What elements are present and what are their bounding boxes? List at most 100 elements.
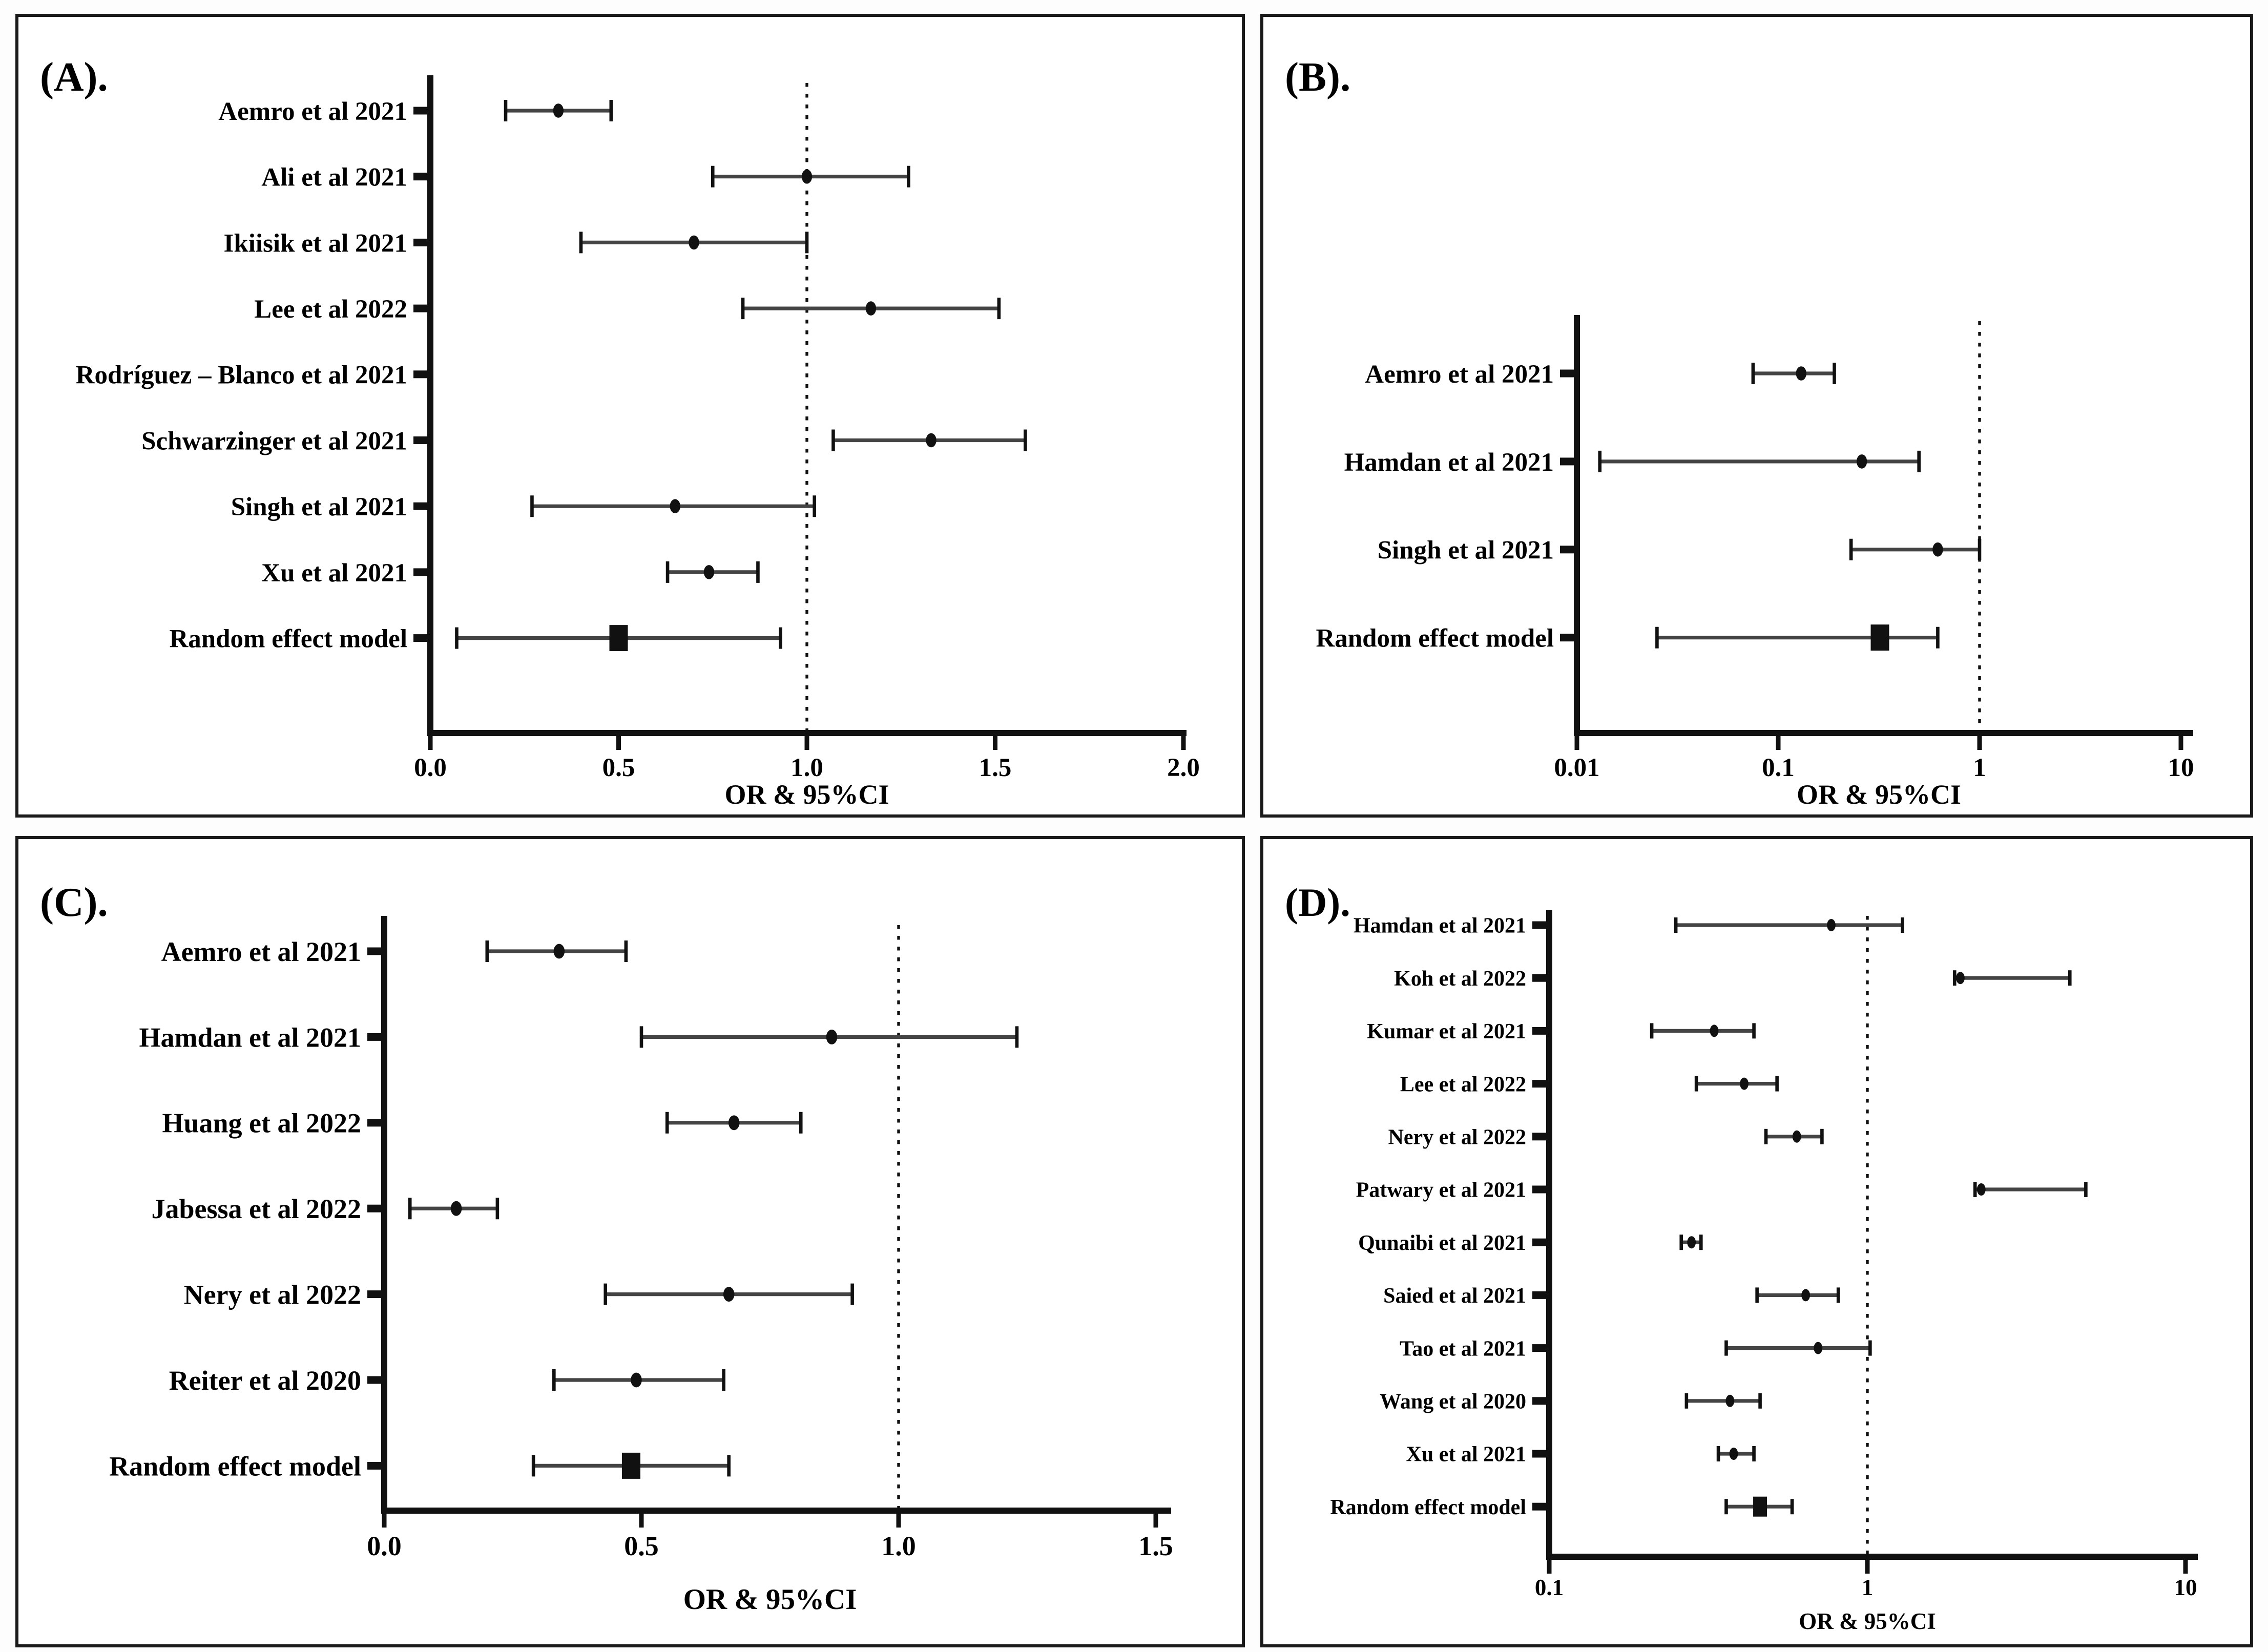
study-label: Ikiisik et al 2021 xyxy=(224,229,407,258)
study-label-tick xyxy=(413,568,430,576)
point-estimate-marker xyxy=(801,169,813,184)
point-estimate-marker xyxy=(1932,542,1943,557)
study-label-tick xyxy=(413,502,430,510)
study-label: Reiter et al 2020 xyxy=(169,1365,361,1396)
study-label: Koh et al 2022 xyxy=(1394,967,1526,991)
study-label: Lee et al 2022 xyxy=(254,295,407,324)
study-label-tick xyxy=(413,238,430,246)
point-estimate-marker xyxy=(1856,454,1867,469)
study-label-tick xyxy=(1560,457,1577,466)
study-label: Xu et al 2021 xyxy=(1406,1443,1527,1467)
point-estimate-marker xyxy=(631,1372,642,1388)
study-label-tick xyxy=(413,107,430,115)
study-label: Schwarzinger et al 2021 xyxy=(141,427,407,455)
study-label-tick xyxy=(367,947,384,955)
panel-b-forest-plot: (B). 0.01 0.1 1 10 OR & 95%CI Aemro et al 2021… xyxy=(1260,14,2253,818)
panel-title: (C). xyxy=(40,879,108,925)
x-axis-tick-label: 0.0 xyxy=(414,754,447,782)
study-label-tick xyxy=(413,173,430,181)
x-axis-tick-label: 1.5 xyxy=(1138,1531,1173,1561)
study-row: Hamdan et al 2021 xyxy=(139,1022,1019,1053)
point-estimate-marker xyxy=(670,499,680,513)
x-axis-tick-label: 1 xyxy=(1862,1575,1874,1600)
point-estimate-marker xyxy=(450,1201,462,1216)
point-estimate-marker xyxy=(1710,1024,1719,1037)
x-axis-title: OR & 95%CI xyxy=(1799,1608,1936,1634)
point-estimate-marker xyxy=(1729,1448,1738,1460)
study-label-tick xyxy=(1532,1027,1549,1035)
study-row: Tao et al 2021 xyxy=(1400,1337,1872,1361)
study-label-tick xyxy=(367,1119,384,1127)
study-row: Random effect model xyxy=(109,1451,731,1481)
point-estimate-marker xyxy=(1827,919,1836,931)
study-label: Random effect model xyxy=(169,624,407,653)
panel-d-forest-plot: (D). 0.1 1 10 OR & 95%CI Hamdan et al 2021 Koh… xyxy=(1260,836,2253,1647)
study-label: Random effect model xyxy=(1330,1496,1526,1519)
x-axis-tick-label: 0.01 xyxy=(1554,754,1599,782)
study-label-tick xyxy=(367,1033,384,1041)
panel-c-forest-plot: (C). 0.0 0.5 1.0 1.5 OR & 95%CI Aemro et al 20… xyxy=(15,836,1245,1647)
x-axis-tick-label: 0.5 xyxy=(602,754,635,782)
study-row: Qunaibi et al 2021 xyxy=(1358,1231,1703,1255)
study-label: Huang et al 2022 xyxy=(162,1108,361,1139)
point-estimate-marker xyxy=(689,235,699,250)
study-label: Rodríguez – Blanco et al 2021 xyxy=(76,361,407,390)
panel-title: (D). xyxy=(1285,880,1350,925)
study-label-tick xyxy=(413,370,430,379)
study-label-tick xyxy=(1532,1344,1549,1352)
study-row: Xu et al 2021 xyxy=(1406,1443,1756,1467)
study-label-tick xyxy=(367,1204,384,1212)
study-label: Singh et al 2021 xyxy=(1378,536,1554,565)
study-row: Saied et al 2021 xyxy=(1383,1284,1840,1308)
point-estimate-marker xyxy=(703,565,715,579)
study-label-tick xyxy=(367,1290,384,1299)
summary-square-marker xyxy=(1753,1496,1767,1517)
study-row: Kumar et al 2021 xyxy=(1367,1020,1756,1043)
study-label: Kumar et al 2021 xyxy=(1367,1020,1526,1043)
study-label: Aemro et al 2021 xyxy=(218,97,407,126)
study-row: Singh et al 2021 xyxy=(1378,536,1982,565)
study-row: Random effect model xyxy=(1316,624,1940,653)
study-row: Hamdan et al 2021 xyxy=(1344,448,1921,477)
study-row: Lee et al 2022 xyxy=(254,295,1001,324)
point-estimate-marker xyxy=(826,1030,838,1044)
point-estimate-marker xyxy=(1725,1394,1735,1407)
study-label: Hamdan et al 2021 xyxy=(1344,448,1554,477)
study-row: Random effect model xyxy=(169,624,782,653)
study-row: Schwarzinger et al 2021 xyxy=(141,427,1027,455)
study-label-tick xyxy=(1532,1291,1549,1299)
study-label: Aemro et al 2021 xyxy=(161,936,361,967)
study-row: Hamdan et al 2021 xyxy=(1354,914,1904,938)
study-label-tick xyxy=(1532,1185,1549,1194)
x-axis-tick-label: 0.0 xyxy=(367,1531,402,1561)
study-row: Random effect model xyxy=(1330,1496,1794,1519)
study-label: Patwary et al 2021 xyxy=(1356,1179,1526,1202)
panel-c: (C). 0.0 0.5 1.0 1.5 OR & 95%CI Aemro et al 20… xyxy=(15,836,1245,1647)
point-estimate-marker xyxy=(553,944,565,959)
panel-b: (B). 0.01 0.1 1 10 OR & 95%CI Aemro et al 2021… xyxy=(1260,14,2253,818)
study-row: Singh et al 2021 xyxy=(231,493,817,521)
study-label: Random effect model xyxy=(109,1451,361,1481)
study-label-tick xyxy=(1532,1080,1549,1088)
study-label: Aemro et al 2021 xyxy=(1365,360,1554,389)
study-label-tick xyxy=(413,304,430,312)
study-row: Rodríguez – Blanco et al 2021 xyxy=(76,361,430,390)
x-axis-tick-label: 0.1 xyxy=(1762,754,1795,782)
panel-a-forest-plot: (A). 0.0 0.5 1.0 1.5 2.0 OR & 95%CI Aemro et al… xyxy=(15,14,1245,818)
study-row: Reiter et al 2020 xyxy=(169,1365,725,1396)
study-label-tick xyxy=(367,1376,384,1384)
summary-square-marker xyxy=(621,1452,640,1479)
study-label-tick xyxy=(1560,546,1577,554)
x-axis-tick-label: 1.5 xyxy=(979,754,1012,782)
panel-title: (A). xyxy=(40,54,108,100)
study-label: Wang et al 2020 xyxy=(1380,1390,1526,1414)
summary-square-marker xyxy=(609,625,628,652)
study-label: Tao et al 2021 xyxy=(1400,1337,1526,1361)
point-estimate-marker xyxy=(728,1115,740,1131)
x-axis-title: OR & 95%CI xyxy=(725,779,889,810)
panel-d: (D). 0.1 1 10 OR & 95%CI Hamdan et al 2021 Koh… xyxy=(1260,836,2253,1647)
study-label: Qunaibi et al 2021 xyxy=(1358,1231,1526,1255)
study-label-tick xyxy=(1532,1397,1549,1405)
point-estimate-marker xyxy=(1792,1130,1801,1143)
